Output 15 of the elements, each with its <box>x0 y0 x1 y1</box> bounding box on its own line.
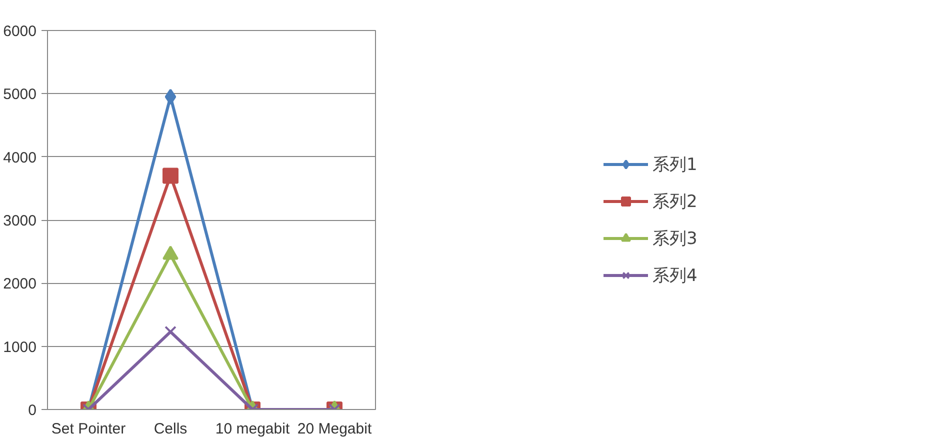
y-tick-label: 3000 <box>3 212 37 230</box>
x-tick-label: 20 Megabit <box>297 420 372 438</box>
y-tick-label: 6000 <box>3 23 37 40</box>
y-tick-label: 0 <box>28 402 36 419</box>
y-tick-label: 1000 <box>3 338 37 356</box>
x-tick-label: Cells <box>154 420 188 438</box>
legend-label: 系列4 <box>652 264 698 286</box>
legend-label: 系列3 <box>652 228 698 250</box>
legend-label: 系列1 <box>652 154 698 176</box>
x-tick-label: Set Pointer <box>51 420 126 438</box>
y-tick-label: 2000 <box>3 276 37 293</box>
y-tick-label: 5000 <box>3 86 37 104</box>
y-tick-label: 4000 <box>3 149 37 166</box>
legend-label: 系列2 <box>652 190 698 212</box>
x-tick-label: 10 megabit <box>215 420 290 438</box>
